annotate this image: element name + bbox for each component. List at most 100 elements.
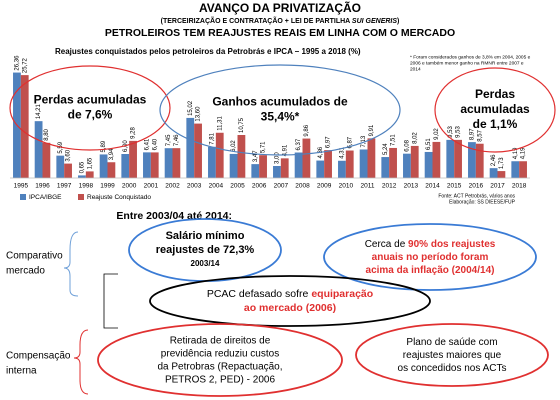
- bar: [497, 171, 506, 178]
- bar: [280, 158, 289, 178]
- x-tick-label: 2010: [339, 183, 354, 190]
- value-label: 7,45: [166, 134, 172, 146]
- summary-line: da Petrobras (Repactuação,: [157, 361, 282, 372]
- footnote: 2014: [410, 66, 421, 72]
- subtitle-part: (TERCEIRIZAÇÃO E CONTRATAÇÃO + LEI DE PA…: [161, 16, 352, 25]
- value-label: 8,97: [470, 128, 476, 140]
- x-tick-label: 2003: [187, 183, 202, 190]
- summary-segment: Salário mínimo: [166, 230, 245, 242]
- value-label: 10,75: [239, 117, 245, 133]
- bar: [20, 75, 29, 178]
- summary-segment: da Petrobras (Repactuação,: [157, 361, 282, 372]
- value-label: 14,21: [36, 103, 42, 119]
- bar: [359, 149, 368, 178]
- value-label: 4,19: [513, 147, 519, 159]
- footnote: 2006 e também menor ganho na RMNR entre …: [410, 60, 524, 66]
- bar: [316, 160, 325, 178]
- x-tick-label: 2008: [295, 183, 310, 190]
- value-label: 15,02: [188, 100, 194, 116]
- bar: [229, 153, 238, 178]
- group-label: interna: [6, 366, 37, 377]
- value-label: 6,87: [347, 136, 353, 148]
- bar: [259, 155, 267, 178]
- summary-segment: reajustes de 72,3%: [156, 244, 255, 256]
- group-label: Compensação: [6, 351, 71, 362]
- summary-line: ao mercado (2006): [244, 302, 336, 314]
- x-tick-label: 2001: [144, 183, 159, 190]
- value-label: 1,73: [499, 157, 505, 169]
- summary-line: reajustes de 72,3%: [156, 244, 255, 256]
- x-tick-label: 1999: [100, 183, 115, 190]
- value-label: 25,72: [22, 57, 28, 73]
- subtitle-part: ): [397, 18, 399, 25]
- subtitle-part: SUI GENERIS: [352, 18, 397, 25]
- group-label: Comparativo: [6, 251, 63, 262]
- x-tick-label: 2016: [469, 183, 484, 190]
- summary-line: os concedidos nos ACTs: [398, 363, 507, 374]
- bar: [194, 123, 202, 178]
- annotation-ellipse: [159, 64, 401, 156]
- value-label: 4,19: [521, 147, 527, 159]
- value-label: 13,60: [196, 106, 202, 122]
- summary-line: reajustes maiores que: [403, 350, 502, 361]
- annotation-text: Perdas: [475, 87, 515, 101]
- summary-segment: previdência reduziu custos: [161, 348, 279, 359]
- value-label: 5,89: [101, 140, 107, 152]
- bar: [34, 121, 43, 178]
- x-tick-label: 2014: [425, 183, 440, 190]
- summary-segment: 2003/14: [191, 259, 220, 268]
- annotation-text: de 7,6%: [68, 108, 113, 122]
- legend-label: IPCA/IBGE: [29, 194, 62, 201]
- bar: [107, 162, 116, 178]
- annotation-ellipse: [9, 65, 171, 151]
- value-label: 6,08: [405, 139, 411, 151]
- bar: [410, 145, 419, 178]
- summary-segment: Cerca de: [365, 239, 408, 250]
- value-label: 3,94: [109, 148, 115, 160]
- value-label: 6,51: [426, 138, 432, 150]
- x-tick-label: 1996: [35, 183, 50, 190]
- summary-line: acima da inflação (2004/14): [366, 265, 495, 276]
- source: Elaboração: SS DIEESE/FUP: [449, 199, 516, 205]
- value-label: 3,47: [253, 150, 259, 162]
- value-label: 9,53: [456, 126, 462, 138]
- bar: [294, 152, 303, 178]
- bar: [432, 141, 441, 178]
- value-label: 6,41: [145, 138, 151, 150]
- bar: [64, 163, 72, 178]
- value-label: 3,00: [275, 152, 281, 164]
- bar: [302, 138, 311, 178]
- value-label: 9,28: [131, 127, 137, 139]
- value-label: 5,71: [261, 141, 267, 153]
- x-tick-label: 2009: [317, 183, 332, 190]
- legend-label: Reajuste Conquistado: [87, 194, 151, 201]
- summary-segment: PCAC defasado sofre: [207, 288, 311, 300]
- summary-line: Cerca de 90% dos reajustes: [365, 239, 496, 250]
- bar: [338, 160, 346, 178]
- bar: [143, 152, 151, 178]
- bar: [519, 161, 527, 178]
- bar: [99, 154, 108, 178]
- slide-subtitle: (TERCEIRIZAÇÃO E CONTRATAÇÃO + LEI DE PA…: [161, 16, 400, 25]
- value-label: 1,65: [87, 157, 93, 169]
- summary-segment: ao mercado (2006): [244, 302, 336, 314]
- bracket: [63, 231, 79, 297]
- legend-swatch: [78, 194, 84, 200]
- bar: [381, 157, 390, 178]
- value-label: 26,36: [15, 55, 21, 71]
- bracket: [73, 329, 89, 395]
- summary-segment: reajustes maiores que: [403, 350, 502, 361]
- x-tick-label: 2002: [165, 183, 180, 190]
- bar: [389, 147, 397, 178]
- annotation-text: 35,4%*: [261, 110, 300, 124]
- bar: [129, 140, 137, 178]
- value-label: 6,97: [326, 136, 332, 148]
- x-tick-label: 2013: [404, 183, 419, 190]
- summary-segment: PETROS 2, PED) - 2006: [165, 374, 275, 385]
- x-tick-label: 2007: [274, 183, 289, 190]
- summary-segment: anuais no período foram: [372, 252, 489, 263]
- x-tick-label: 2015: [447, 183, 462, 190]
- bar: [454, 139, 462, 178]
- summary-ellipse: [355, 323, 549, 387]
- bar: [42, 142, 51, 178]
